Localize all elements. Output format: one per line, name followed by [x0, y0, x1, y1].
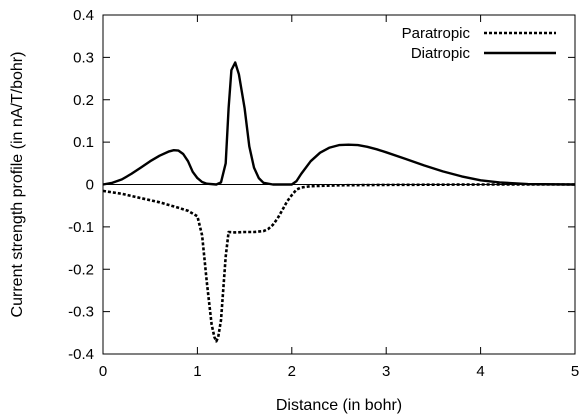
x-tick-label: 1: [193, 363, 201, 380]
x-tick-label: 2: [288, 363, 296, 380]
legend: Paratropic Diatropic: [402, 25, 556, 62]
y-tick-label: -0.4: [68, 346, 94, 363]
tick-layer: 0 1 2 3 4 5 -0.4 -0.3 -0.2 -0.1 0 0.1 0.2 0.3 0.4: [68, 7, 579, 380]
y-tick-label: -0.3: [68, 304, 94, 321]
x-axis-label: Distance (in bohr): [276, 397, 402, 414]
y-tick-label: 0.2: [73, 92, 94, 109]
y-tick-label: -0.2: [68, 261, 94, 278]
series-line-diatropic: [102, 61, 576, 186]
y-tick-label: -0.1: [68, 219, 94, 236]
x-tick-label: 5: [571, 363, 579, 380]
x-tick-label: 3: [382, 363, 390, 380]
legend-label-diatropic: Diatropic: [411, 45, 471, 62]
x-tick-label: 0: [99, 363, 107, 380]
y-axis-label: Current strength profile (in nA/T/bohr): [9, 52, 26, 318]
y-tick-label: 0.1: [73, 134, 94, 151]
y-tick-label: 0.4: [73, 7, 94, 24]
y-tick-label: 0.3: [73, 49, 94, 66]
series-layer: [102, 61, 576, 343]
legend-label-paratropic: Paratropic: [402, 25, 471, 42]
series-line-paratropic: [102, 183, 575, 343]
x-tick-label: 4: [476, 363, 484, 380]
y-tick-label: 0: [86, 177, 94, 194]
